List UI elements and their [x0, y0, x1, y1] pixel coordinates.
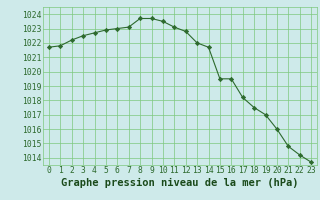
X-axis label: Graphe pression niveau de la mer (hPa): Graphe pression niveau de la mer (hPa): [61, 178, 299, 188]
